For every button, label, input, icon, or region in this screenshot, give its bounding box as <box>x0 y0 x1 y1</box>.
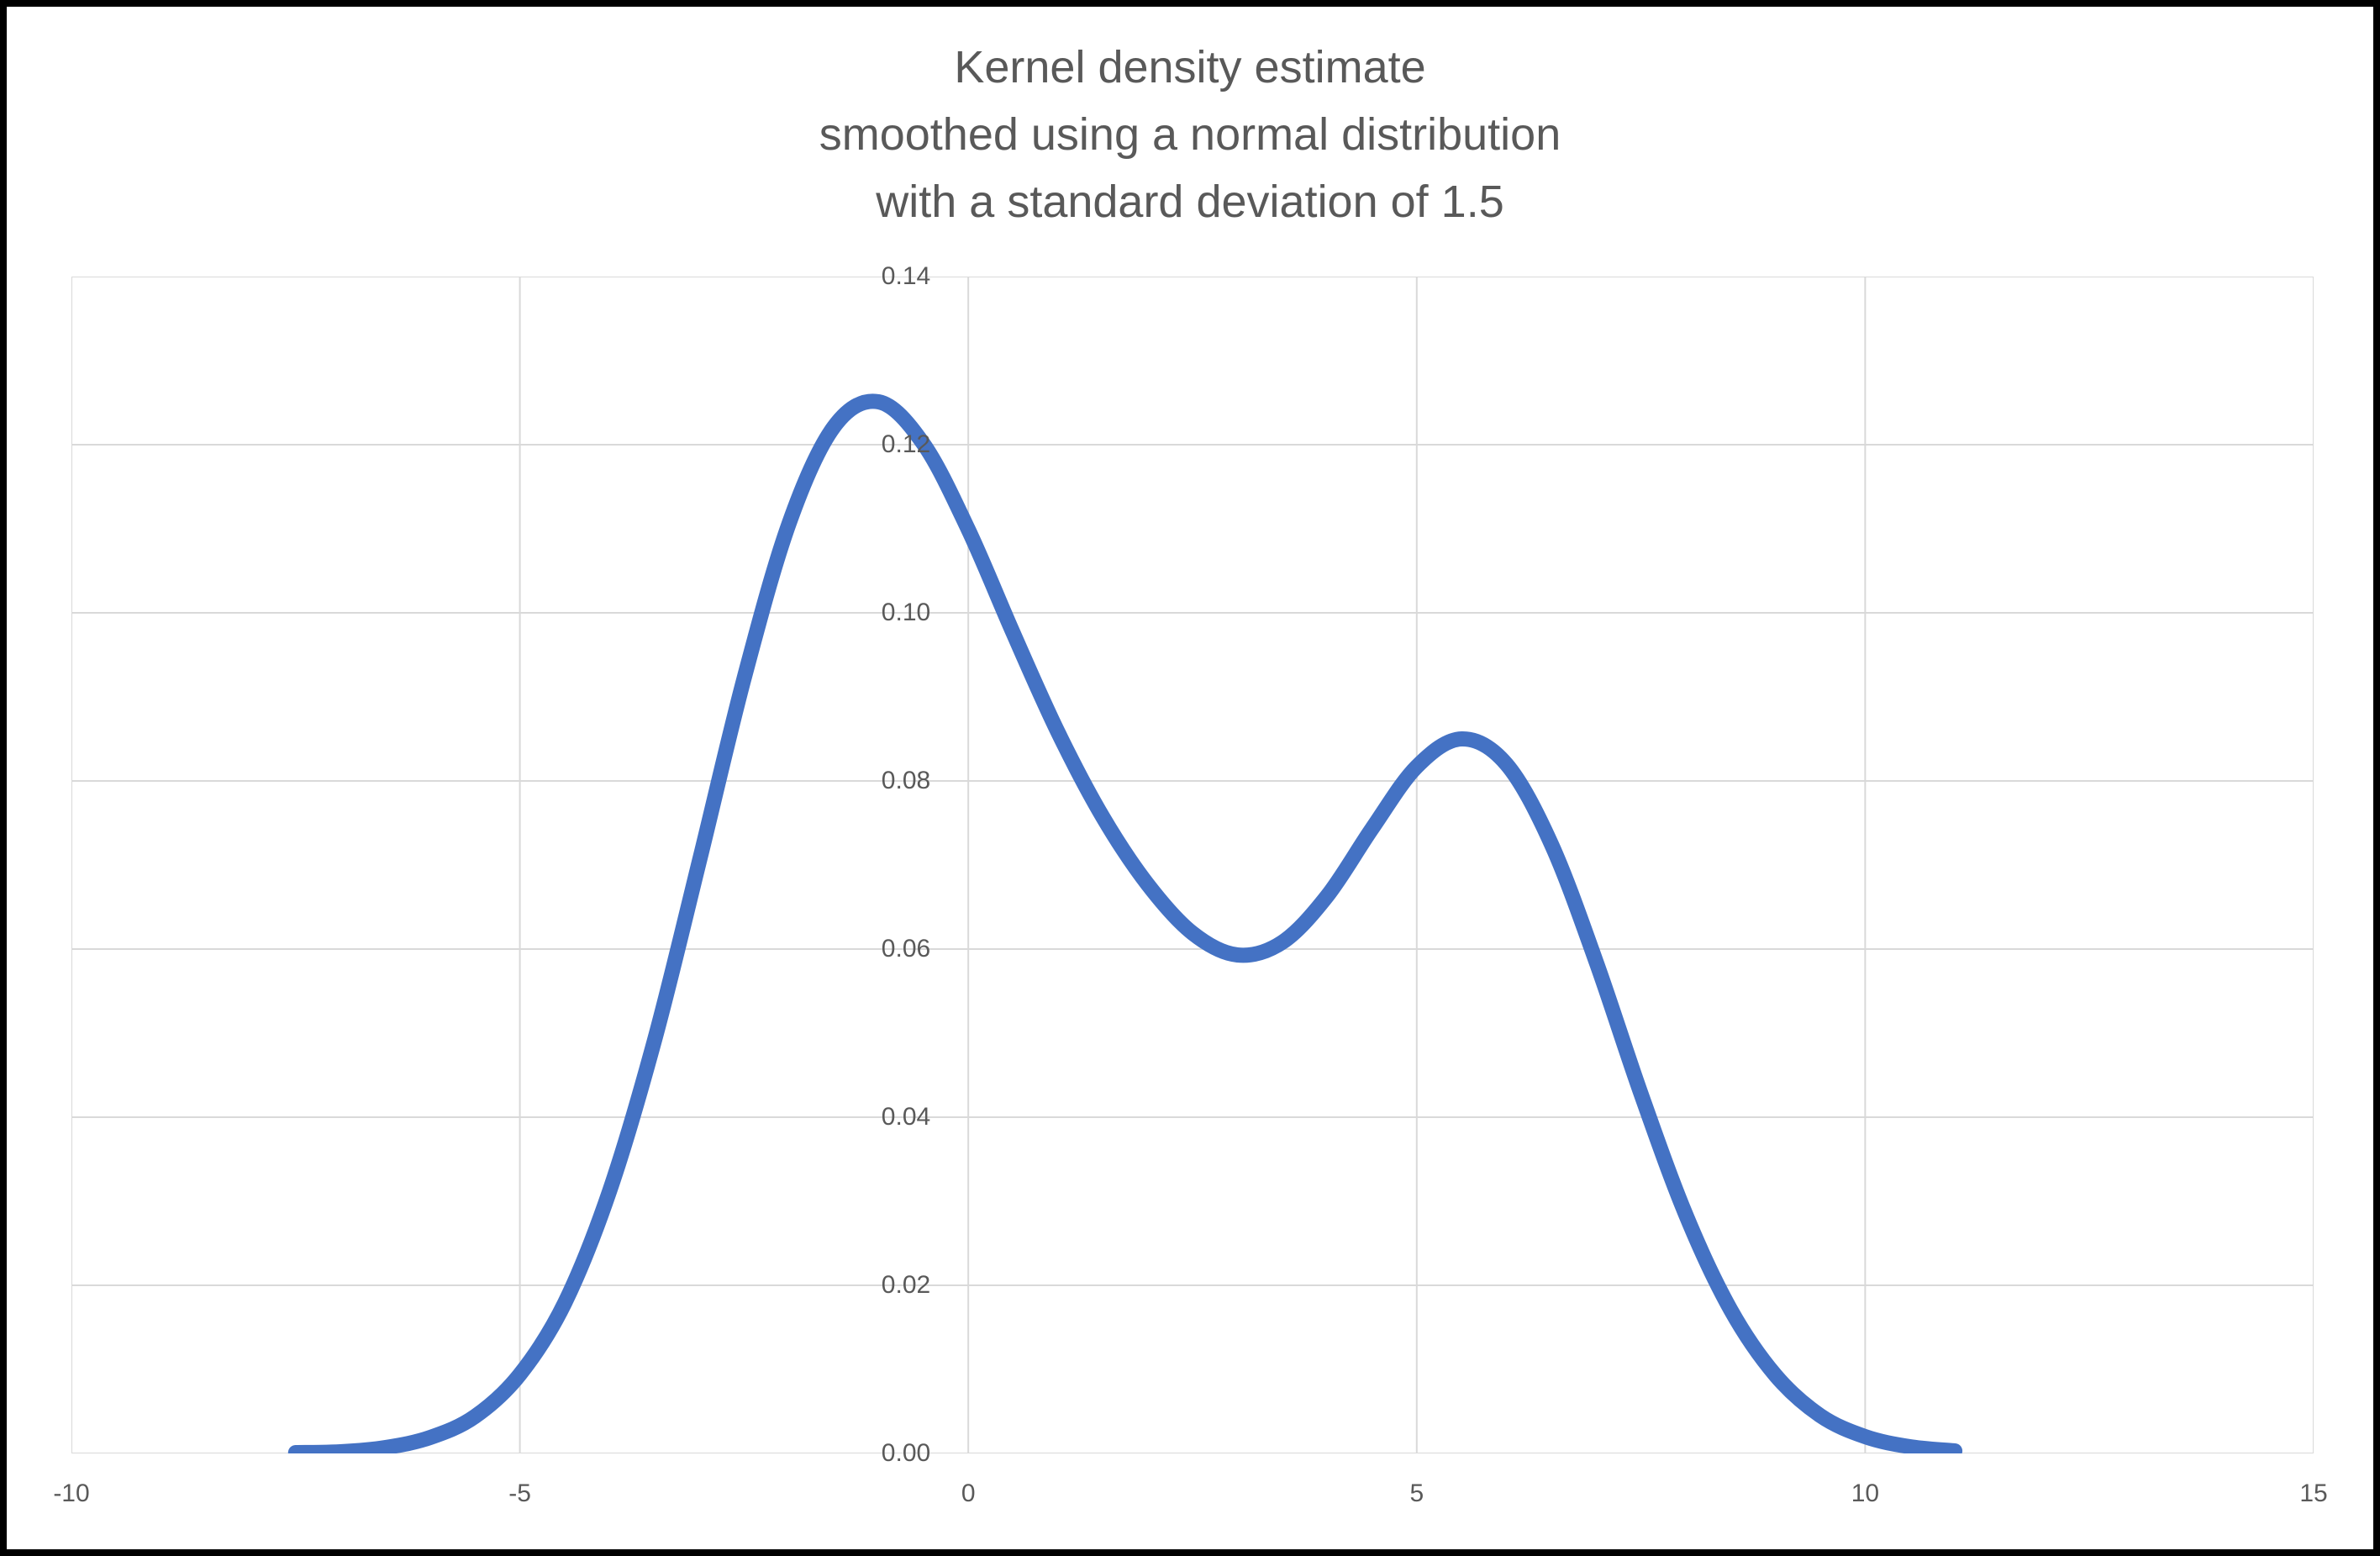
chart-title-line-1: Kernel density estimate <box>954 42 1426 92</box>
x-tick-label: 10 <box>1851 1480 1880 1507</box>
y-tick-label: 0.02 <box>881 1271 931 1299</box>
x-tick-label: 0 <box>961 1480 976 1507</box>
x-tick-label: -5 <box>508 1480 531 1507</box>
x-tick-label: 15 <box>2299 1480 2328 1507</box>
x-tick-label: 5 <box>1409 1480 1424 1507</box>
chart-title-line-2: smoothed using a normal distribution <box>819 109 1561 160</box>
y-tick-label: 0.10 <box>881 599 931 626</box>
y-tick-label: 0.00 <box>881 1439 931 1467</box>
y-tick-label: 0.12 <box>881 430 931 458</box>
x-tick-label: -10 <box>53 1480 90 1507</box>
y-tick-label: 0.08 <box>881 767 931 794</box>
chart-title: Kernel density estimate smoothed using a… <box>0 34 2380 235</box>
chart-title-line-3: with a standard deviation of 1.5 <box>876 177 1504 227</box>
y-tick-label: 0.04 <box>881 1103 931 1131</box>
kde-curve <box>287 393 1963 1453</box>
y-tick-label: 0.14 <box>881 262 931 290</box>
kde-line-chart <box>71 277 2314 1453</box>
y-tick-label: 0.06 <box>881 935 931 963</box>
